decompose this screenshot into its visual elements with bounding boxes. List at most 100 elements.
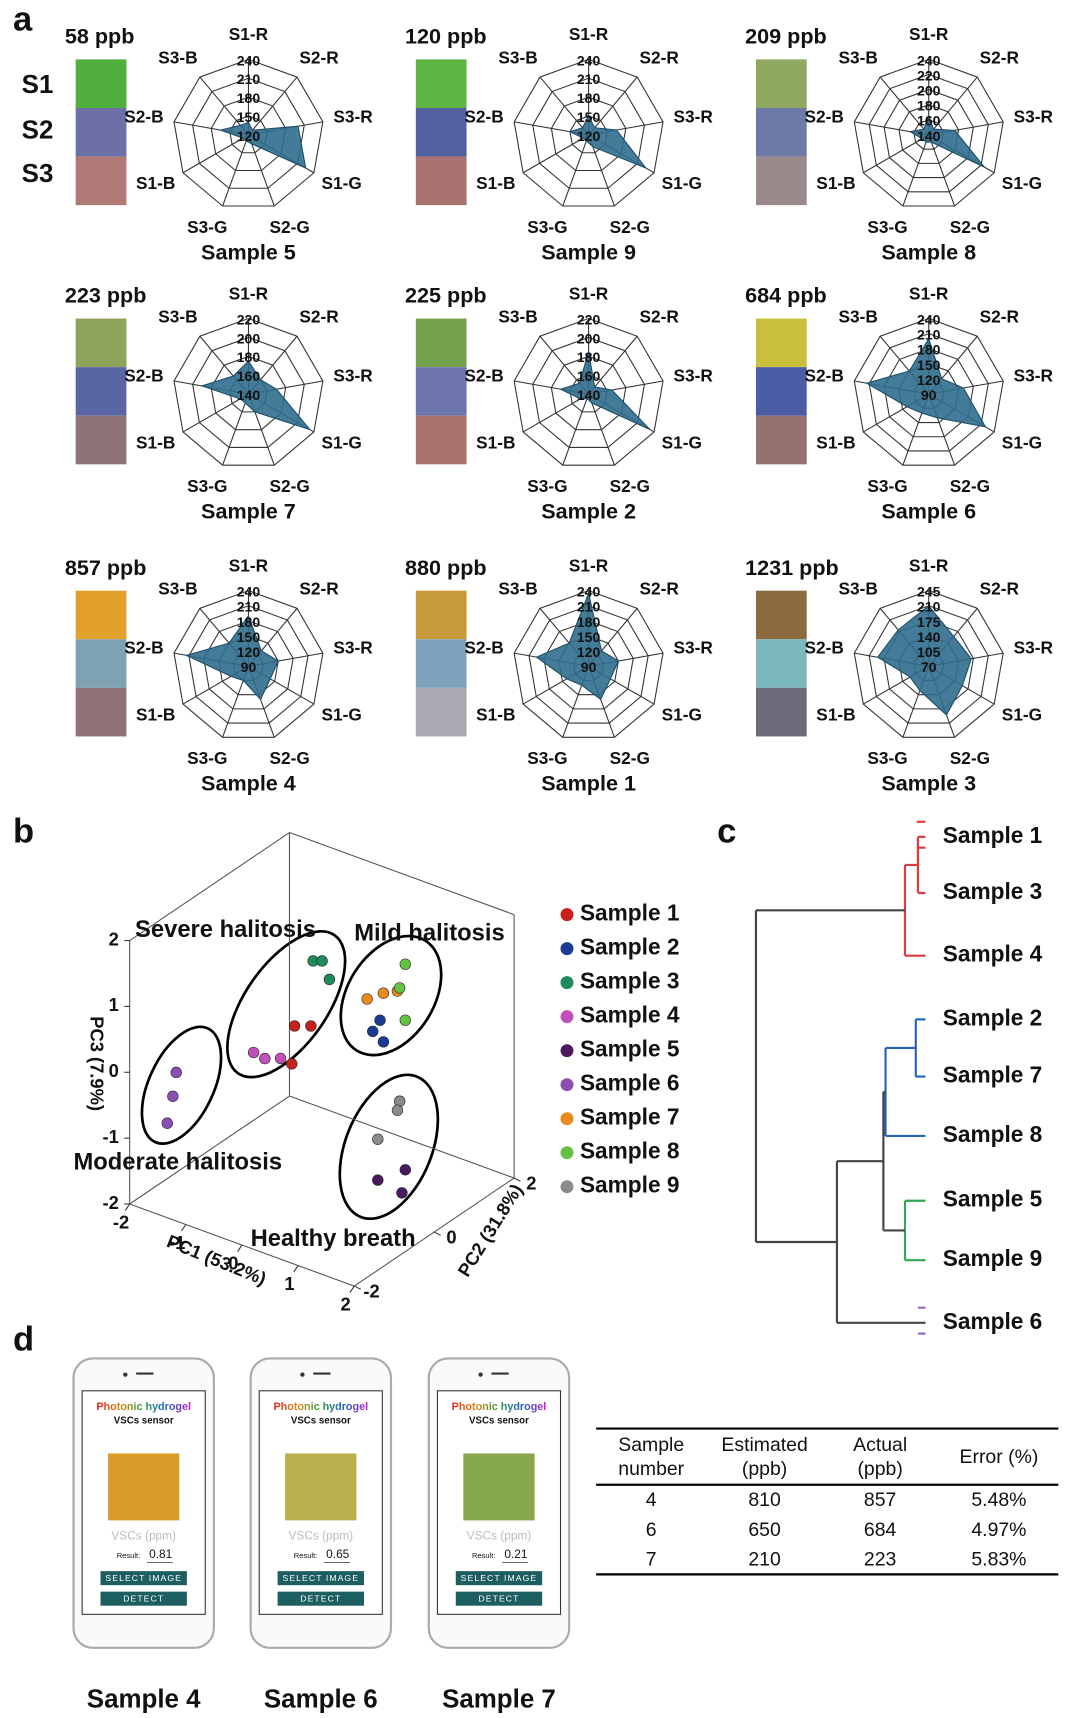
radar-axis-label: S1-B [476,704,515,724]
radar-axis-label: S1-B [136,432,175,452]
radar-axis-label: S2-B [805,106,844,126]
radar-area [908,114,985,168]
radar-axis-label: S3-G [867,748,907,768]
radar-tick-label: 210 [917,327,941,343]
sensor-swatch [75,107,127,157]
radar-title: Sample 7 [201,499,296,524]
radar-axis-label: S1-B [476,432,515,452]
legend-label: Sample 4 [580,1002,680,1028]
table-cell: 7 [646,1548,657,1570]
radar-tick-label: 180 [577,349,601,365]
radar-axis-label: S3-G [187,748,227,768]
row-label: S2 [22,117,54,145]
sensor-swatch [755,367,807,416]
radar-area [184,614,279,701]
radar-axis-label: S2-R [639,307,679,327]
app-button [100,1591,187,1606]
radar-axis-label: S1-G [322,173,362,193]
dendrogram-leaf-label: Sample 6 [943,1308,1043,1334]
radar-tick-label: 150 [237,109,261,125]
radar-tick-label: 180 [917,98,941,114]
radar-tick-label: 105 [917,644,941,660]
axis-box-edge [129,832,290,941]
radar-axis-label: S3-B [158,579,197,599]
x-tick [124,1203,131,1211]
radar-tick-label: 200 [917,82,941,98]
x-tick-label: -2 [113,1211,129,1232]
radar-axis-label: S2-R [980,47,1020,67]
legend-marker [560,908,574,922]
radar-axis-label: S2-G [950,217,990,237]
radar-ring [229,115,268,154]
dendrogram-leaf-label: Sample 4 [943,941,1043,967]
cluster-annotation: Severe halitosis [135,916,316,943]
radar-tick-label: 180 [577,614,601,630]
radar-axis-label: S2-R [980,307,1020,327]
dendrogram-leaf-label: Sample 1 [943,822,1043,848]
app-title: Photonic hydrogel [273,1401,368,1413]
radar-axis-label: S1-B [816,704,855,724]
radar-ring [868,605,989,724]
radar-ring [203,620,294,710]
radar-axis-label: S3-B [498,579,537,599]
radar-ring [173,58,324,207]
z-tick-label: -1 [103,1126,119,1147]
dendrogram-leaf-label: Sample 5 [943,1186,1043,1212]
radar-spoke [879,76,930,136]
radar-axis-label: S2-R [639,579,679,599]
radar-axis-label: S1-R [569,555,609,575]
app-subtitle: VSCs sensor [469,1416,529,1427]
cluster-ellipse [339,934,443,1057]
y-tick [513,1177,521,1182]
cluster-ellipse [338,1073,440,1221]
legend-marker [560,1146,574,1160]
scatter-point [361,993,373,1005]
radar-tick-label: 140 [577,387,601,403]
radar-tick-label: 240 [917,311,941,327]
radar-tick-label: 160 [917,113,941,129]
radar-title: Sample 9 [541,239,636,264]
radar-axis-label: S3-G [527,217,567,237]
radar-axis-label: S1-G [662,432,702,452]
radar-axis-label: S1-R [229,24,269,44]
concentration-label: 857 ppb [65,555,147,580]
radar-area [876,605,972,716]
sensor-swatch [755,107,807,157]
radar-axis-label: S1-G [322,432,362,452]
radar-axis-label: S3-R [673,638,713,658]
radar-spoke [902,134,930,207]
radar-tick-label: 140 [237,387,261,403]
legend-marker [560,1044,574,1058]
radar-axis-label: S1-G [322,704,362,724]
sensor-swatch [755,415,807,465]
radar-axis-label: S3-R [1014,106,1054,126]
table-cell: 857 [864,1489,896,1511]
y-axis-label: PC2 (31.8%) [453,1180,526,1280]
app-button [455,1571,543,1586]
panel-label: c [717,813,736,851]
radar-ring [853,317,1004,466]
radar-spoke [588,76,638,136]
panel-label: a [13,1,33,39]
table-cell: 5.83% [971,1548,1026,1570]
radar-axis-label: S1-B [136,704,175,724]
radar-tick-label: 210 [577,599,601,615]
app-button [277,1571,364,1586]
y-tick [433,1231,441,1236]
radar-ring [543,620,634,710]
app-button [277,1591,364,1606]
radar-tick-label: 120 [577,128,601,144]
app-subtitle: VSCs sensor [114,1416,174,1427]
radar-tick-label: 150 [577,109,601,125]
radar-title: Sample 3 [881,771,976,796]
sensor-swatch [755,590,807,640]
sensor-swatch [415,59,467,108]
x-tick [237,1244,243,1252]
table-header: number [618,1458,684,1480]
radar-axis-label: S1-R [909,24,949,44]
radar-axis-label: S3-G [187,476,227,496]
radar-tick-label: 150 [237,629,261,645]
cluster-ellipse [140,1025,223,1145]
dendrogram-leaf-label: Sample 8 [943,1121,1043,1147]
radar-tick-label: 90 [921,387,937,403]
